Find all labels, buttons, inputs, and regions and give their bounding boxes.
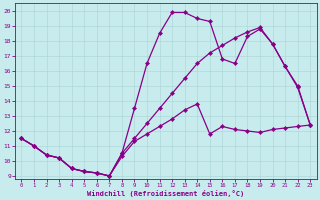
X-axis label: Windchill (Refroidissement éolien,°C): Windchill (Refroidissement éolien,°C) [87,190,244,197]
